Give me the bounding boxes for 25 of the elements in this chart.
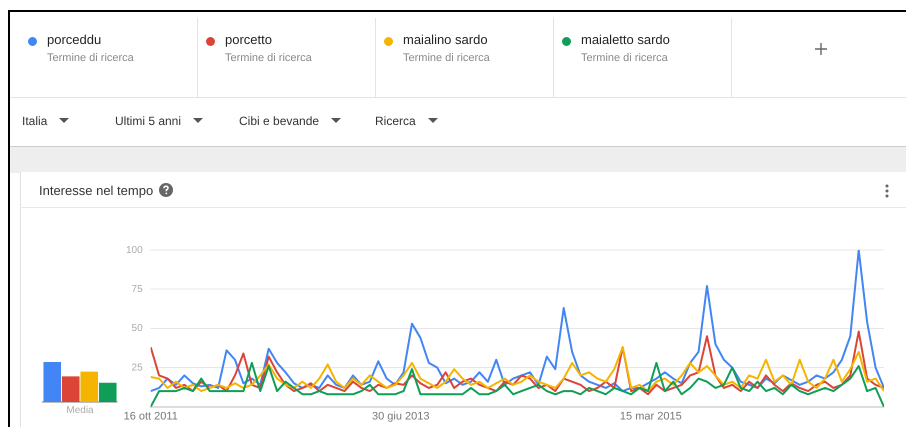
text: Cibi e bevande [239,114,320,128]
legend-label: porceddu [47,32,102,47]
legend-label: maialetto sardo [581,32,670,47]
text: Termine di ricerca [47,52,134,64]
bar [80,372,98,402]
text: Ultimi 5 anni [115,114,182,128]
bar [43,362,62,402]
x-tick-label: 15 mar 2015 [620,410,682,422]
x-tick-label: 16 ott 2011 [124,410,178,422]
x-tick-label: 30 giu 2013 [372,410,430,422]
chart-title: Interesse nel tempo [39,183,154,198]
legend-label: maialino sardo [403,32,488,47]
bar [62,376,80,402]
text: Termine di ricerca [225,52,312,64]
y-tick-label: 100 [126,244,144,256]
y-tick-label: 25 [132,362,144,374]
text: Ricerca [375,114,416,128]
text: Italia [22,114,48,128]
text: Termine di ricerca [581,52,668,64]
text: Termine di ricerca [403,52,490,64]
y-tick-label: 75 [132,284,144,295]
bar [98,382,117,402]
x-axis-title: Media [66,404,94,416]
legend-label: porcetto [225,32,272,47]
y-tick-label: 50 [132,323,144,334]
